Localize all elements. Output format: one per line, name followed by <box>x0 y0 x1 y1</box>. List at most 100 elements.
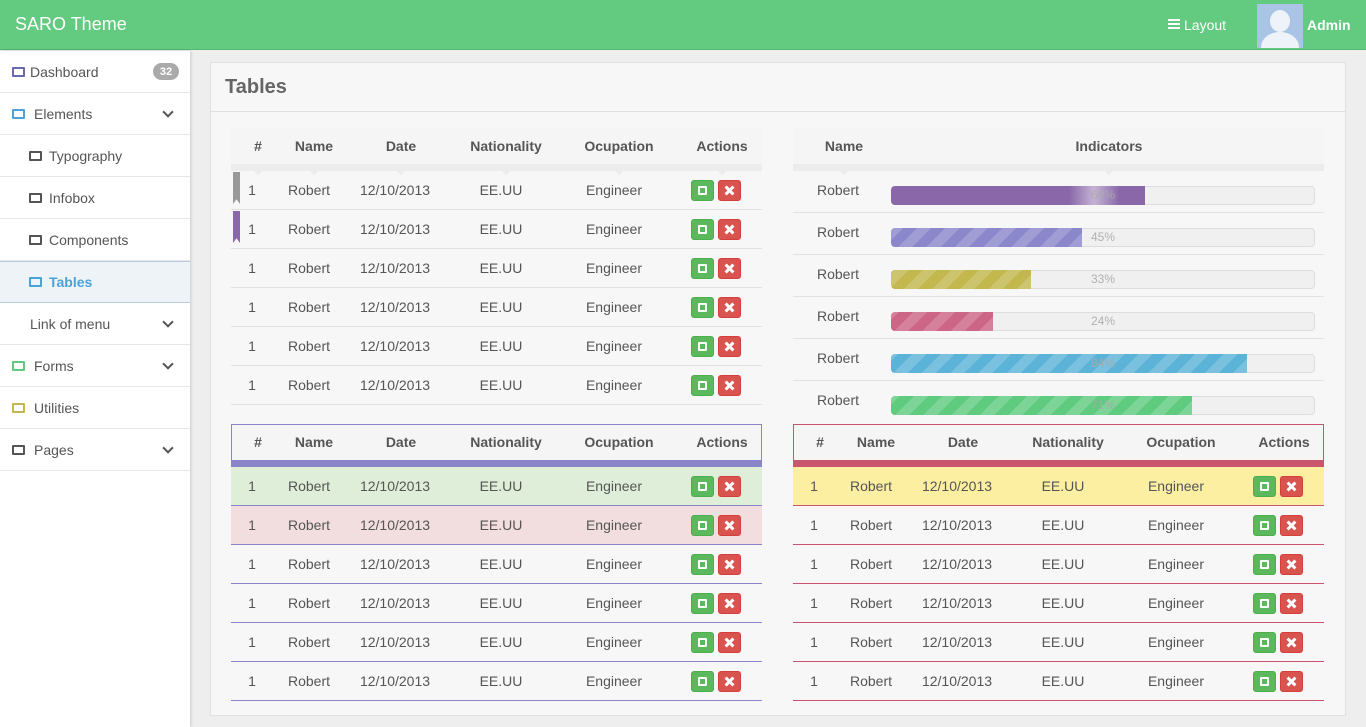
delete-button[interactable] <box>1280 671 1303 692</box>
table-cell: Robert <box>287 377 331 393</box>
edit-button[interactable] <box>691 258 714 279</box>
menu-item[interactable] <box>0 387 190 429</box>
table-cell: EE.UU <box>479 517 523 533</box>
layout-link[interactable]: Layout <box>1184 17 1227 33</box>
table-cell: Robert <box>849 517 893 533</box>
delete-button[interactable] <box>1280 593 1303 614</box>
edit-button[interactable] <box>1253 476 1276 497</box>
edit-button[interactable] <box>691 515 714 536</box>
avatar[interactable] <box>1257 4 1303 48</box>
edit-button[interactable] <box>691 297 714 318</box>
progress-label: 60% <box>1090 188 1116 202</box>
edit-button[interactable] <box>691 336 714 357</box>
progress-bar <box>891 186 1146 205</box>
delete-button[interactable] <box>718 297 741 318</box>
user-name[interactable]: Admin <box>1307 17 1351 33</box>
menu-item[interactable] <box>0 219 190 261</box>
menu-label[interactable]: Components <box>49 232 129 248</box>
table-cell: 1 <box>248 556 256 572</box>
menu-label[interactable]: Infobox <box>49 190 95 206</box>
edit-icon <box>698 638 707 647</box>
edit-button[interactable] <box>1253 671 1276 692</box>
table-cell: Engineer <box>585 260 643 276</box>
table-cell: Robert <box>287 673 331 689</box>
table-cell: Robert <box>816 350 860 366</box>
column-header: Ocupation <box>1146 434 1216 450</box>
edit-button[interactable] <box>691 219 714 240</box>
edit-button[interactable] <box>691 375 714 396</box>
menu-item[interactable] <box>0 135 190 177</box>
delete-button[interactable] <box>718 476 741 497</box>
table-cell: EE.UU <box>479 182 523 198</box>
table-cell: EE.UU <box>1041 517 1085 533</box>
header-strip <box>231 164 762 171</box>
edit-button[interactable] <box>1253 515 1276 536</box>
menu-label[interactable]: Elements <box>34 106 93 122</box>
delete-button[interactable] <box>718 632 741 653</box>
table-cell: 1 <box>248 299 256 315</box>
table-cell: Robert <box>849 595 893 611</box>
menu-label[interactable]: Pages <box>34 442 74 458</box>
menu-item[interactable] <box>0 303 190 345</box>
progress-label: 71% <box>1090 398 1116 412</box>
menu-icon <box>29 193 42 203</box>
menu-label[interactable]: Link of menu <box>30 316 111 332</box>
edit-button[interactable] <box>691 180 714 201</box>
top-bar <box>0 0 1366 50</box>
column-header: Name <box>824 138 864 154</box>
delete-button[interactable] <box>718 671 741 692</box>
delete-button[interactable] <box>1280 515 1303 536</box>
table-cell: 1 <box>248 221 256 237</box>
table-cell: Engineer <box>1147 478 1205 494</box>
badge <box>153 63 179 80</box>
menu-label[interactable]: Utilities <box>34 400 80 416</box>
delete-button[interactable] <box>718 593 741 614</box>
menu-label[interactable]: Tables <box>49 274 93 290</box>
delete-button[interactable] <box>718 258 741 279</box>
edit-icon <box>698 225 707 234</box>
table-cell: Engineer <box>1147 634 1205 650</box>
header-arrow <box>1104 170 1114 175</box>
menu-item[interactable] <box>0 93 190 135</box>
delete-button[interactable] <box>718 375 741 396</box>
header-arrow <box>309 170 319 175</box>
table-cell: 12/10/2013 <box>921 595 993 611</box>
edit-button[interactable] <box>691 632 714 653</box>
page-title: Tables <box>225 76 287 98</box>
menu-item[interactable] <box>0 261 190 303</box>
delete-button[interactable] <box>718 515 741 536</box>
brand[interactable]: SARO Theme <box>15 14 127 34</box>
menu-label[interactable]: Dashboard <box>30 64 99 80</box>
edit-button[interactable] <box>691 671 714 692</box>
delete-button[interactable] <box>718 219 741 240</box>
table-cell: Robert <box>287 595 331 611</box>
edit-button[interactable] <box>1253 593 1276 614</box>
edit-button[interactable] <box>691 554 714 575</box>
menu-label[interactable]: Typography <box>49 148 123 164</box>
table-row <box>231 467 762 506</box>
progress-bar <box>891 228 1082 247</box>
progress-bar <box>891 270 1031 289</box>
delete-button[interactable] <box>1280 554 1303 575</box>
delete-button[interactable] <box>1280 476 1303 497</box>
edit-icon <box>698 599 707 608</box>
menu-label[interactable]: Forms <box>34 358 74 374</box>
edit-button[interactable] <box>691 476 714 497</box>
edit-button[interactable] <box>1253 554 1276 575</box>
menu-item[interactable] <box>0 429 190 471</box>
edit-button[interactable] <box>1253 632 1276 653</box>
edit-button[interactable] <box>691 593 714 614</box>
menu-item[interactable] <box>0 177 190 219</box>
delete-button[interactable] <box>718 336 741 357</box>
header-arrow <box>396 170 406 175</box>
delete-button[interactable] <box>1280 632 1303 653</box>
table-cell: 12/10/2013 <box>359 377 431 393</box>
menu-item[interactable] <box>0 345 190 387</box>
edit-icon <box>698 264 707 273</box>
delete-button[interactable] <box>718 554 741 575</box>
table-row <box>793 545 1324 584</box>
menu-item[interactable] <box>0 51 190 93</box>
delete-button[interactable] <box>718 180 741 201</box>
edit-icon <box>698 560 707 569</box>
table-row <box>793 506 1324 545</box>
